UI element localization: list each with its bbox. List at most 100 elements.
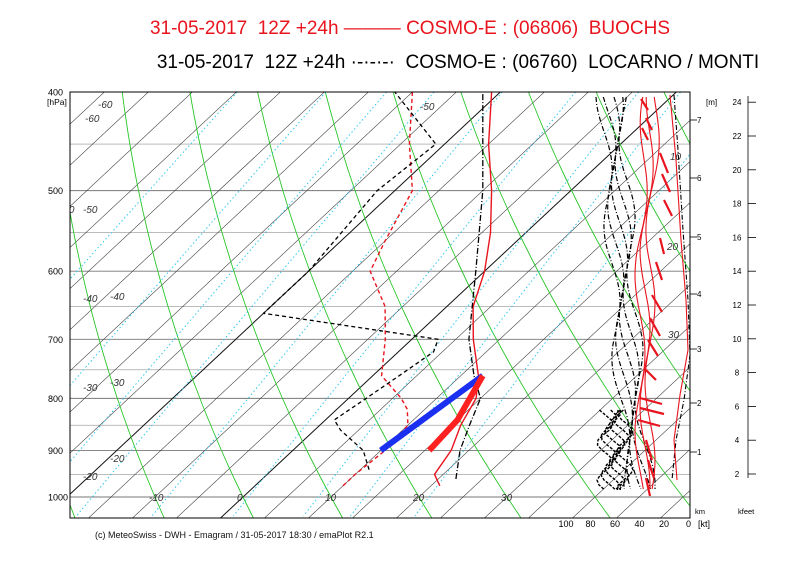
isotherm-left-label: -40 [83,294,98,305]
wind-speed-cluster-locarno [600,409,618,491]
dry-adiabat-line [528,92,690,392]
isotherm-line [0,87,66,523]
kfeet-tick-label: 2 [735,470,740,479]
wind-speed-cluster-locarno [612,409,630,491]
pressure-tick-label: 1000 [48,493,68,503]
chart-title-station-1: 31-05-2017 12Z +24h ——— COSMO-E : (06806… [149,18,671,39]
isotherm-line [219,92,678,518]
wind-barb-buochs [651,294,663,313]
wind-barb-buochs [641,127,649,141]
wind-speed-cluster-locarno [608,409,626,491]
isotherm-line [0,87,22,523]
parcel-descent-line [427,374,486,453]
wind-axis-label: 0 [686,519,691,529]
temperature-bottom-label: 0 [237,493,243,504]
mixing-ratio-line [70,92,238,280]
parcel-ascent-line [379,373,485,453]
dry-adiabat-line [460,92,690,507]
isotherm-left-label: -50 [83,205,98,216]
wind-barb-buochs [647,339,659,357]
kfeet-tick-label: 6 [735,402,740,411]
kfeet-tick-label: 4 [735,436,740,445]
isotherm-line [70,92,502,495]
km-tick-label: 7 [697,116,702,125]
kfeet-tick-label: 20 [733,166,742,175]
km-tick-label: 2 [697,399,702,408]
isotherm-line [132,92,589,518]
wind-barb-buochs [649,317,661,337]
wind-barb-buochs [663,199,673,217]
isotherm-line [70,92,281,289]
wind-envelope-locarno [671,94,690,481]
mixing-ratio-line [151,92,503,517]
kfeet-tick-label: 12 [733,301,742,310]
km-axis-unit: km [695,507,705,516]
chart-title-station-2: 31-05-2017 12Z +24h ·-·-·-· COSMO-E : (0… [156,52,760,73]
mixing-ratio-line [70,92,387,463]
wind-barb-buochs [660,173,672,193]
isotherm-inline-label: -20 [110,454,125,465]
isotherm-left-label: -30 [83,383,98,394]
wind-barb-buochs [658,237,666,255]
wind-barb-buochs [643,367,657,381]
wind-axis-label: 80 [585,519,595,529]
dry-adiabat-line [732,92,800,518]
wind-axis-label: 100 [558,519,573,529]
mixing-ratio-line [350,92,681,517]
km-tick-label: 1 [697,448,702,457]
wind-axis-label: 20 [659,519,669,529]
isotherm-line [70,92,149,166]
temperature-bottom-label: 20 [412,493,425,504]
kfeet-tick-label: 18 [733,200,742,209]
temperature-line-buochs [433,92,493,487]
isotherm-inline-label: -30 [110,378,125,389]
isotherm-line [440,284,690,518]
wind-axis-label: 60 [610,519,620,529]
mixing-ratio-line [414,153,690,517]
isotherm-line [88,92,545,518]
wind-axis-label: 40 [634,519,644,529]
km-tick-label: 4 [697,290,702,299]
isotherm-line [70,92,325,331]
pressure-tick-label: 600 [48,267,63,277]
km-tick-label: 6 [697,174,702,183]
credit-footer: (c) MeteoSwiss - DWH - Emagram / 31-05-2… [95,530,374,540]
isotherm-line [264,119,690,518]
km-tick-label: 3 [697,345,702,354]
isotherm-line [176,92,633,518]
dewpoint-line-buochs [342,92,414,487]
isotherm-line [616,448,690,518]
wind-barb-buochs [639,396,663,406]
isotherm-line [572,407,690,518]
temperature-line-locarno [455,92,484,480]
isotherm-inline-label: -50 [420,102,435,113]
wind-barb-buochs [639,406,665,416]
kfeet-tick-label: 14 [733,267,742,276]
isotherm-line [308,161,690,518]
isotherm-line [396,243,690,518]
dry-adiabat-line [70,503,76,518]
isotherm-line [484,325,690,518]
dry-adiabat-line [324,92,522,518]
wind-barb-buochs [645,117,653,131]
wind-speed-cluster-locarno [596,409,614,491]
kfeet-tick-label: 22 [733,132,742,141]
isotherm-inline-label: -50 [60,205,75,216]
pressure-unit-label: [hPa] [47,97,67,107]
kfeet-tick-label: 8 [735,369,740,378]
dry-adiabat-line [257,92,433,518]
dry-adiabat-line [595,92,690,272]
dry-adiabat-line [189,92,343,518]
isotherm-line [352,202,690,518]
isotherm-line [70,92,105,125]
kfeet-tick-label: 16 [733,233,742,242]
isotherm-inline-label: -60 [85,114,100,125]
isotherm-left-label: -20 [83,472,98,483]
wind-inline-label: 30 [668,330,680,341]
km-unit-label: [m] [706,98,717,107]
pressure-tick-label: 500 [48,186,63,196]
wind-barb-buochs [644,477,652,497]
wind-speed-curve-buochs [634,96,648,490]
wind-barb-buochs [658,152,670,174]
